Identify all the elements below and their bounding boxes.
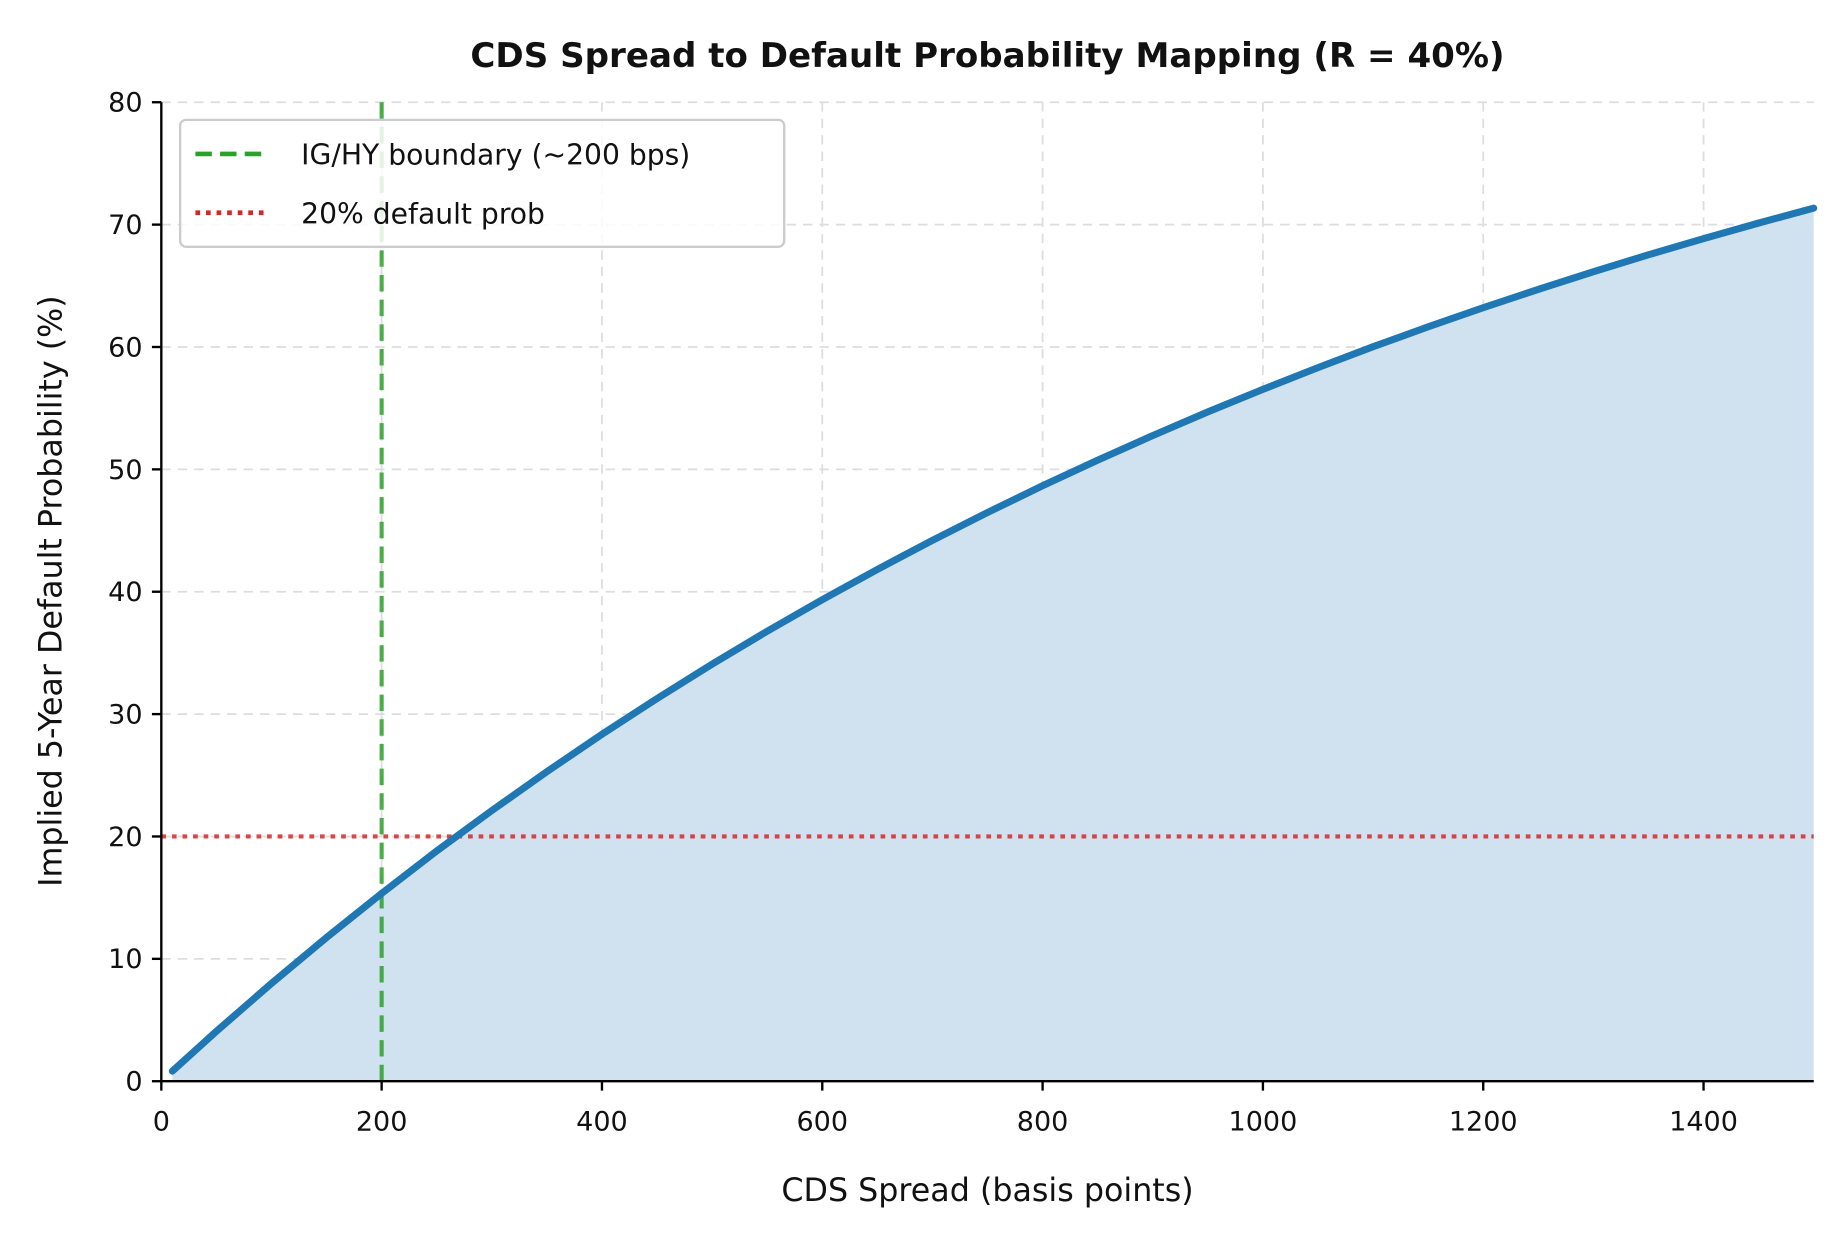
- y-tick-label: 50: [108, 455, 142, 486]
- y-tick-label: 30: [108, 700, 142, 731]
- y-tick-label: 40: [108, 577, 142, 608]
- y-tick-label: 70: [108, 210, 142, 241]
- x-tick-label: 1400: [1669, 1107, 1738, 1138]
- y-axis-label: Implied 5-Year Default Probability (%): [33, 295, 69, 886]
- y-tick-label: 0: [125, 1067, 142, 1098]
- axes: 0 200 400 600 800 1000 1200 1400 0 10 20 30 40 50 60 70…: [108, 88, 1814, 1138]
- x-axis-label: CDS Spread (basis points): [781, 1173, 1193, 1209]
- x-tick-label: 400: [576, 1107, 628, 1138]
- x-tick-label: 600: [796, 1107, 848, 1138]
- x-tick-label: 1000: [1229, 1107, 1298, 1138]
- legend: IG/HY boundary (~200 bps) 20% default pr…: [178, 118, 786, 248]
- y-tick-label: 10: [108, 944, 142, 975]
- x-tick-label: 800: [1017, 1107, 1069, 1138]
- y-tick-label: 20: [108, 822, 142, 853]
- x-tick-label: 1200: [1449, 1107, 1518, 1138]
- series-line: [168, 204, 1818, 1075]
- y-tick-label: 60: [108, 332, 142, 363]
- chart-title: CDS Spread to Default Probability Mappin…: [470, 36, 1504, 76]
- area-fill: [172, 208, 1814, 1082]
- x-tick-label: 0: [153, 1107, 170, 1138]
- legend-box: [178, 118, 786, 248]
- legend-label-20pct: 20% default prob: [301, 197, 545, 230]
- y-tick-label: 80: [108, 88, 142, 119]
- x-tick-label: 200: [356, 1107, 408, 1138]
- legend-label-boundary: IG/HY boundary (~200 bps): [301, 139, 690, 172]
